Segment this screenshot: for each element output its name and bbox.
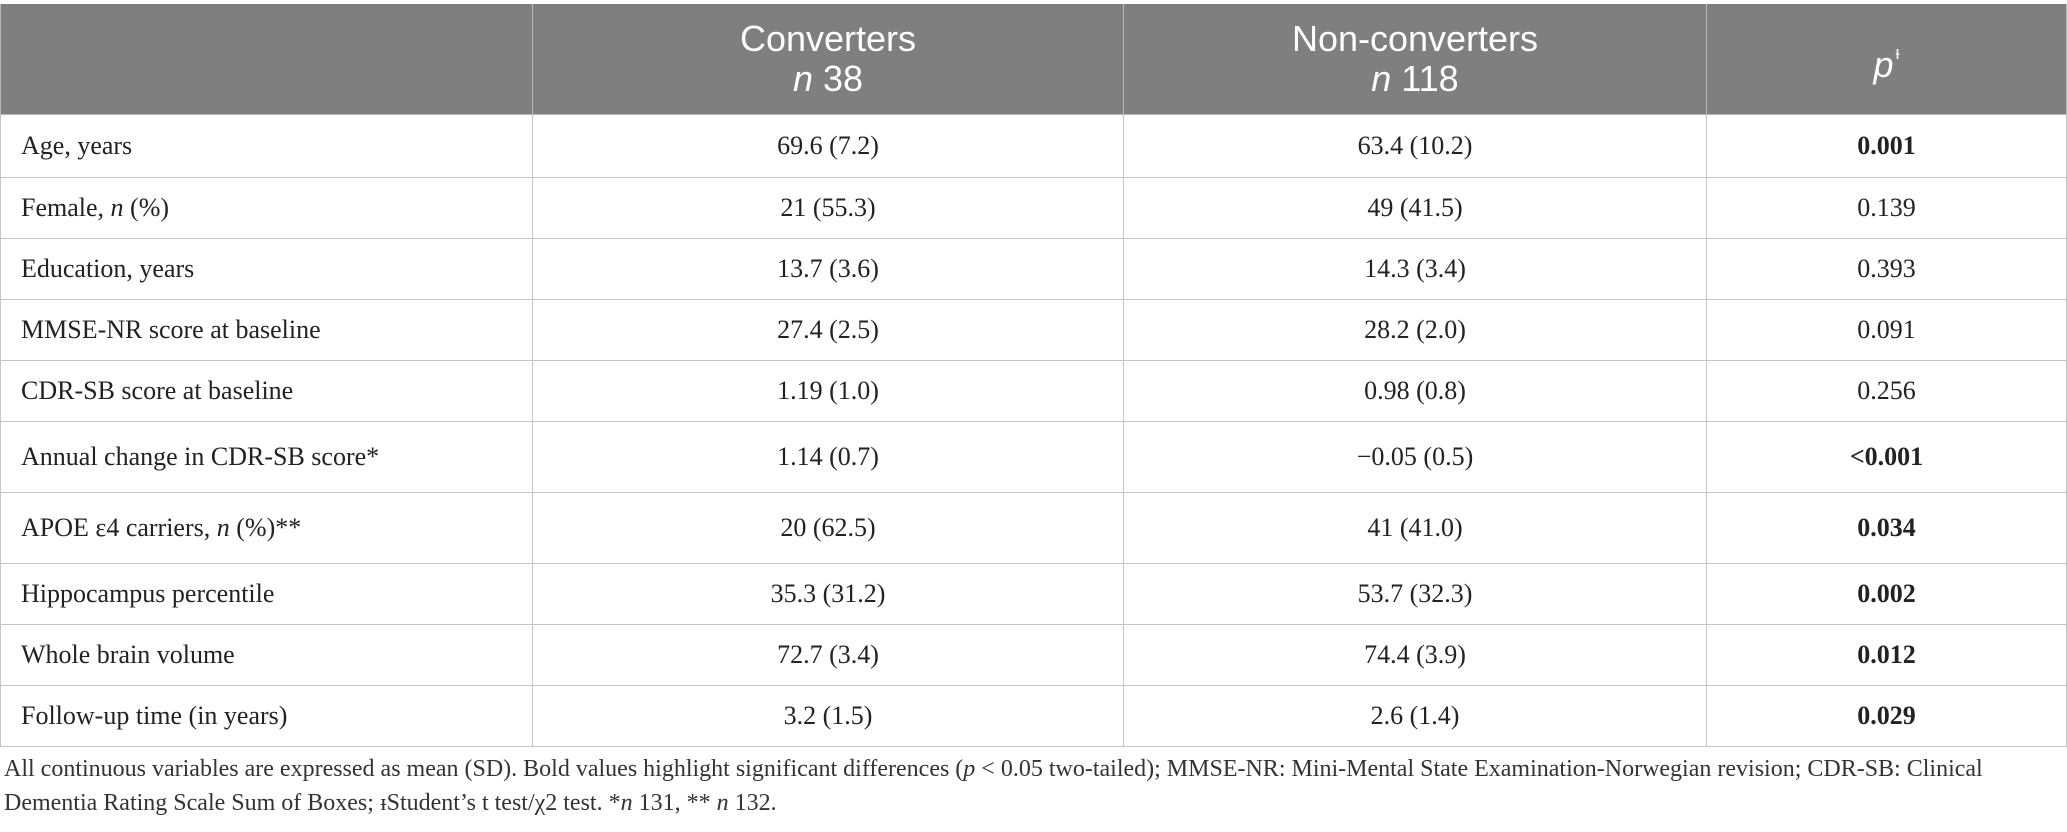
table-row: Whole brain volume 72.7 (3.4) 74.4 (3.9) 0.…: [0, 623, 2067, 686]
header-nonconverters-n-value: 118: [1401, 57, 1459, 99]
row-label: Female, n (%): [0, 176, 533, 239]
nonconverters-value: 14.3 (3.4): [1123, 237, 1707, 300]
converters-value: 72.7 (3.4): [532, 623, 1124, 686]
nonconverters-value: 53.7 (32.3): [1123, 562, 1707, 625]
footnote-n1-symbol: n: [620, 790, 633, 816]
p-value: 0.091: [1706, 298, 2067, 361]
footnote-part3: 131, **: [632, 790, 717, 816]
table-row: Female, n (%) 21 (55.3) 49 (41.5) 0.139: [0, 176, 2067, 239]
header-converters: Converters n 38: [532, 4, 1124, 115]
p-value: 0.001: [1706, 113, 2067, 178]
row-label: CDR-SB score at baseline: [0, 359, 533, 422]
nonconverters-value: 74.4 (3.9): [1123, 623, 1707, 686]
converters-value: 1.19 (1.0): [532, 359, 1124, 422]
header-converters-title: Converters: [739, 17, 917, 59]
header-nonconverters: Non-converters n 118: [1123, 4, 1707, 115]
p-value: 0.393: [1706, 237, 2067, 300]
table-row: Education, years 13.7 (3.6) 14.3 (3.4) 0.39…: [0, 237, 2067, 300]
header-converters-n-symbol: n: [792, 57, 813, 99]
nonconverters-value: 28.2 (2.0): [1123, 298, 1707, 361]
table-row: Hippocampus percentile 35.3 (31.2) 53.7 (3…: [0, 562, 2067, 625]
converters-value: 21 (55.3): [532, 176, 1124, 239]
row-label-suffix: (%)**: [229, 512, 302, 542]
nonconverters-value: −0.05 (0.5): [1123, 420, 1707, 493]
row-label-suffix: (%): [123, 192, 170, 222]
converters-value: 69.6 (7.2): [532, 113, 1124, 178]
converters-value: 35.3 (31.2): [532, 562, 1124, 625]
nonconverters-value: 49 (41.5): [1123, 176, 1707, 239]
row-label-italic: n: [110, 192, 124, 222]
converters-value: 27.4 (2.5): [532, 298, 1124, 361]
row-label: Follow-up time (in years): [0, 684, 533, 747]
p-value: <0.001: [1706, 420, 2067, 493]
nonconverters-value: 2.6 (1.4): [1123, 684, 1707, 747]
converters-value: 3.2 (1.5): [532, 684, 1124, 747]
table-row: CDR-SB score at baseline 1.19 (1.0) 0.98 (…: [0, 359, 2067, 422]
p-value: 0.256: [1706, 359, 2067, 422]
row-label: Whole brain volume: [0, 623, 533, 686]
footnote-part2: < 0.05 two-tailed); MMSE-NR: Mini-Mental…: [4, 756, 1983, 816]
header-empty-cell: [0, 4, 533, 115]
footnote-n2-symbol: n: [716, 790, 729, 816]
header-converters-n: n 38: [533, 57, 1123, 99]
row-label: APOE ε4 carriers, n (%)**: [0, 491, 533, 564]
table-row: Annual change in CDR-SB score* 1.14 (0.7)…: [0, 420, 2067, 493]
p-value: 0.034: [1706, 491, 2067, 564]
p-value: 0.002: [1706, 562, 2067, 625]
row-label-text: APOE ε4 carriers,: [21, 512, 217, 542]
header-nonconverters-n: n 118: [1124, 57, 1706, 99]
table-body: Age, years 69.6 (7.2) 63.4 (10.2) 0.001 Fema…: [0, 113, 2067, 747]
p-value: 0.139: [1706, 176, 2067, 239]
nonconverters-value: 63.4 (10.2): [1123, 113, 1707, 178]
nonconverters-value: 41 (41.0): [1123, 491, 1707, 564]
footnote-part4: 132.: [728, 790, 777, 816]
header-p-mark: ᵻ: [1895, 42, 1900, 63]
p-value: 0.012: [1706, 623, 2067, 686]
row-label-italic: n: [216, 512, 230, 542]
p-value: 0.029: [1706, 684, 2067, 747]
footnote-part1: All continuous variables are expressed a…: [4, 756, 964, 782]
table-row: MMSE-NR score at baseline 27.4 (2.5) 28.2 …: [0, 298, 2067, 361]
row-label-text: Female,: [21, 192, 111, 222]
footnote-p-symbol: p: [963, 756, 976, 782]
header-nonconverters-n-symbol: n: [1371, 57, 1392, 99]
header-converters-n-value: 38: [823, 57, 864, 99]
row-label: Age, years: [0, 113, 533, 178]
nonconverters-value: 0.98 (0.8): [1123, 359, 1707, 422]
header-nonconverters-title: Non-converters: [1291, 17, 1539, 59]
converters-value: 20 (62.5): [532, 491, 1124, 564]
table-row: Age, years 69.6 (7.2) 63.4 (10.2) 0.001: [0, 113, 2067, 178]
row-label: MMSE-NR score at baseline: [0, 298, 533, 361]
table-row: APOE ε4 carriers, n (%)** 20 (62.5) 41 (41…: [0, 491, 2067, 564]
table-footnote: All continuous variables are expressed a…: [4, 752, 2064, 820]
converters-value: 1.14 (0.7): [532, 420, 1124, 493]
table-row: Follow-up time (in years) 3.2 (1.5) 2.6 (1…: [0, 684, 2067, 747]
row-label: Hippocampus percentile: [0, 562, 533, 625]
row-label: Annual change in CDR-SB score*: [0, 420, 533, 493]
header-p-label: p: [1873, 43, 1894, 85]
row-label: Education, years: [0, 237, 533, 300]
converters-value: 13.7 (3.6): [532, 237, 1124, 300]
